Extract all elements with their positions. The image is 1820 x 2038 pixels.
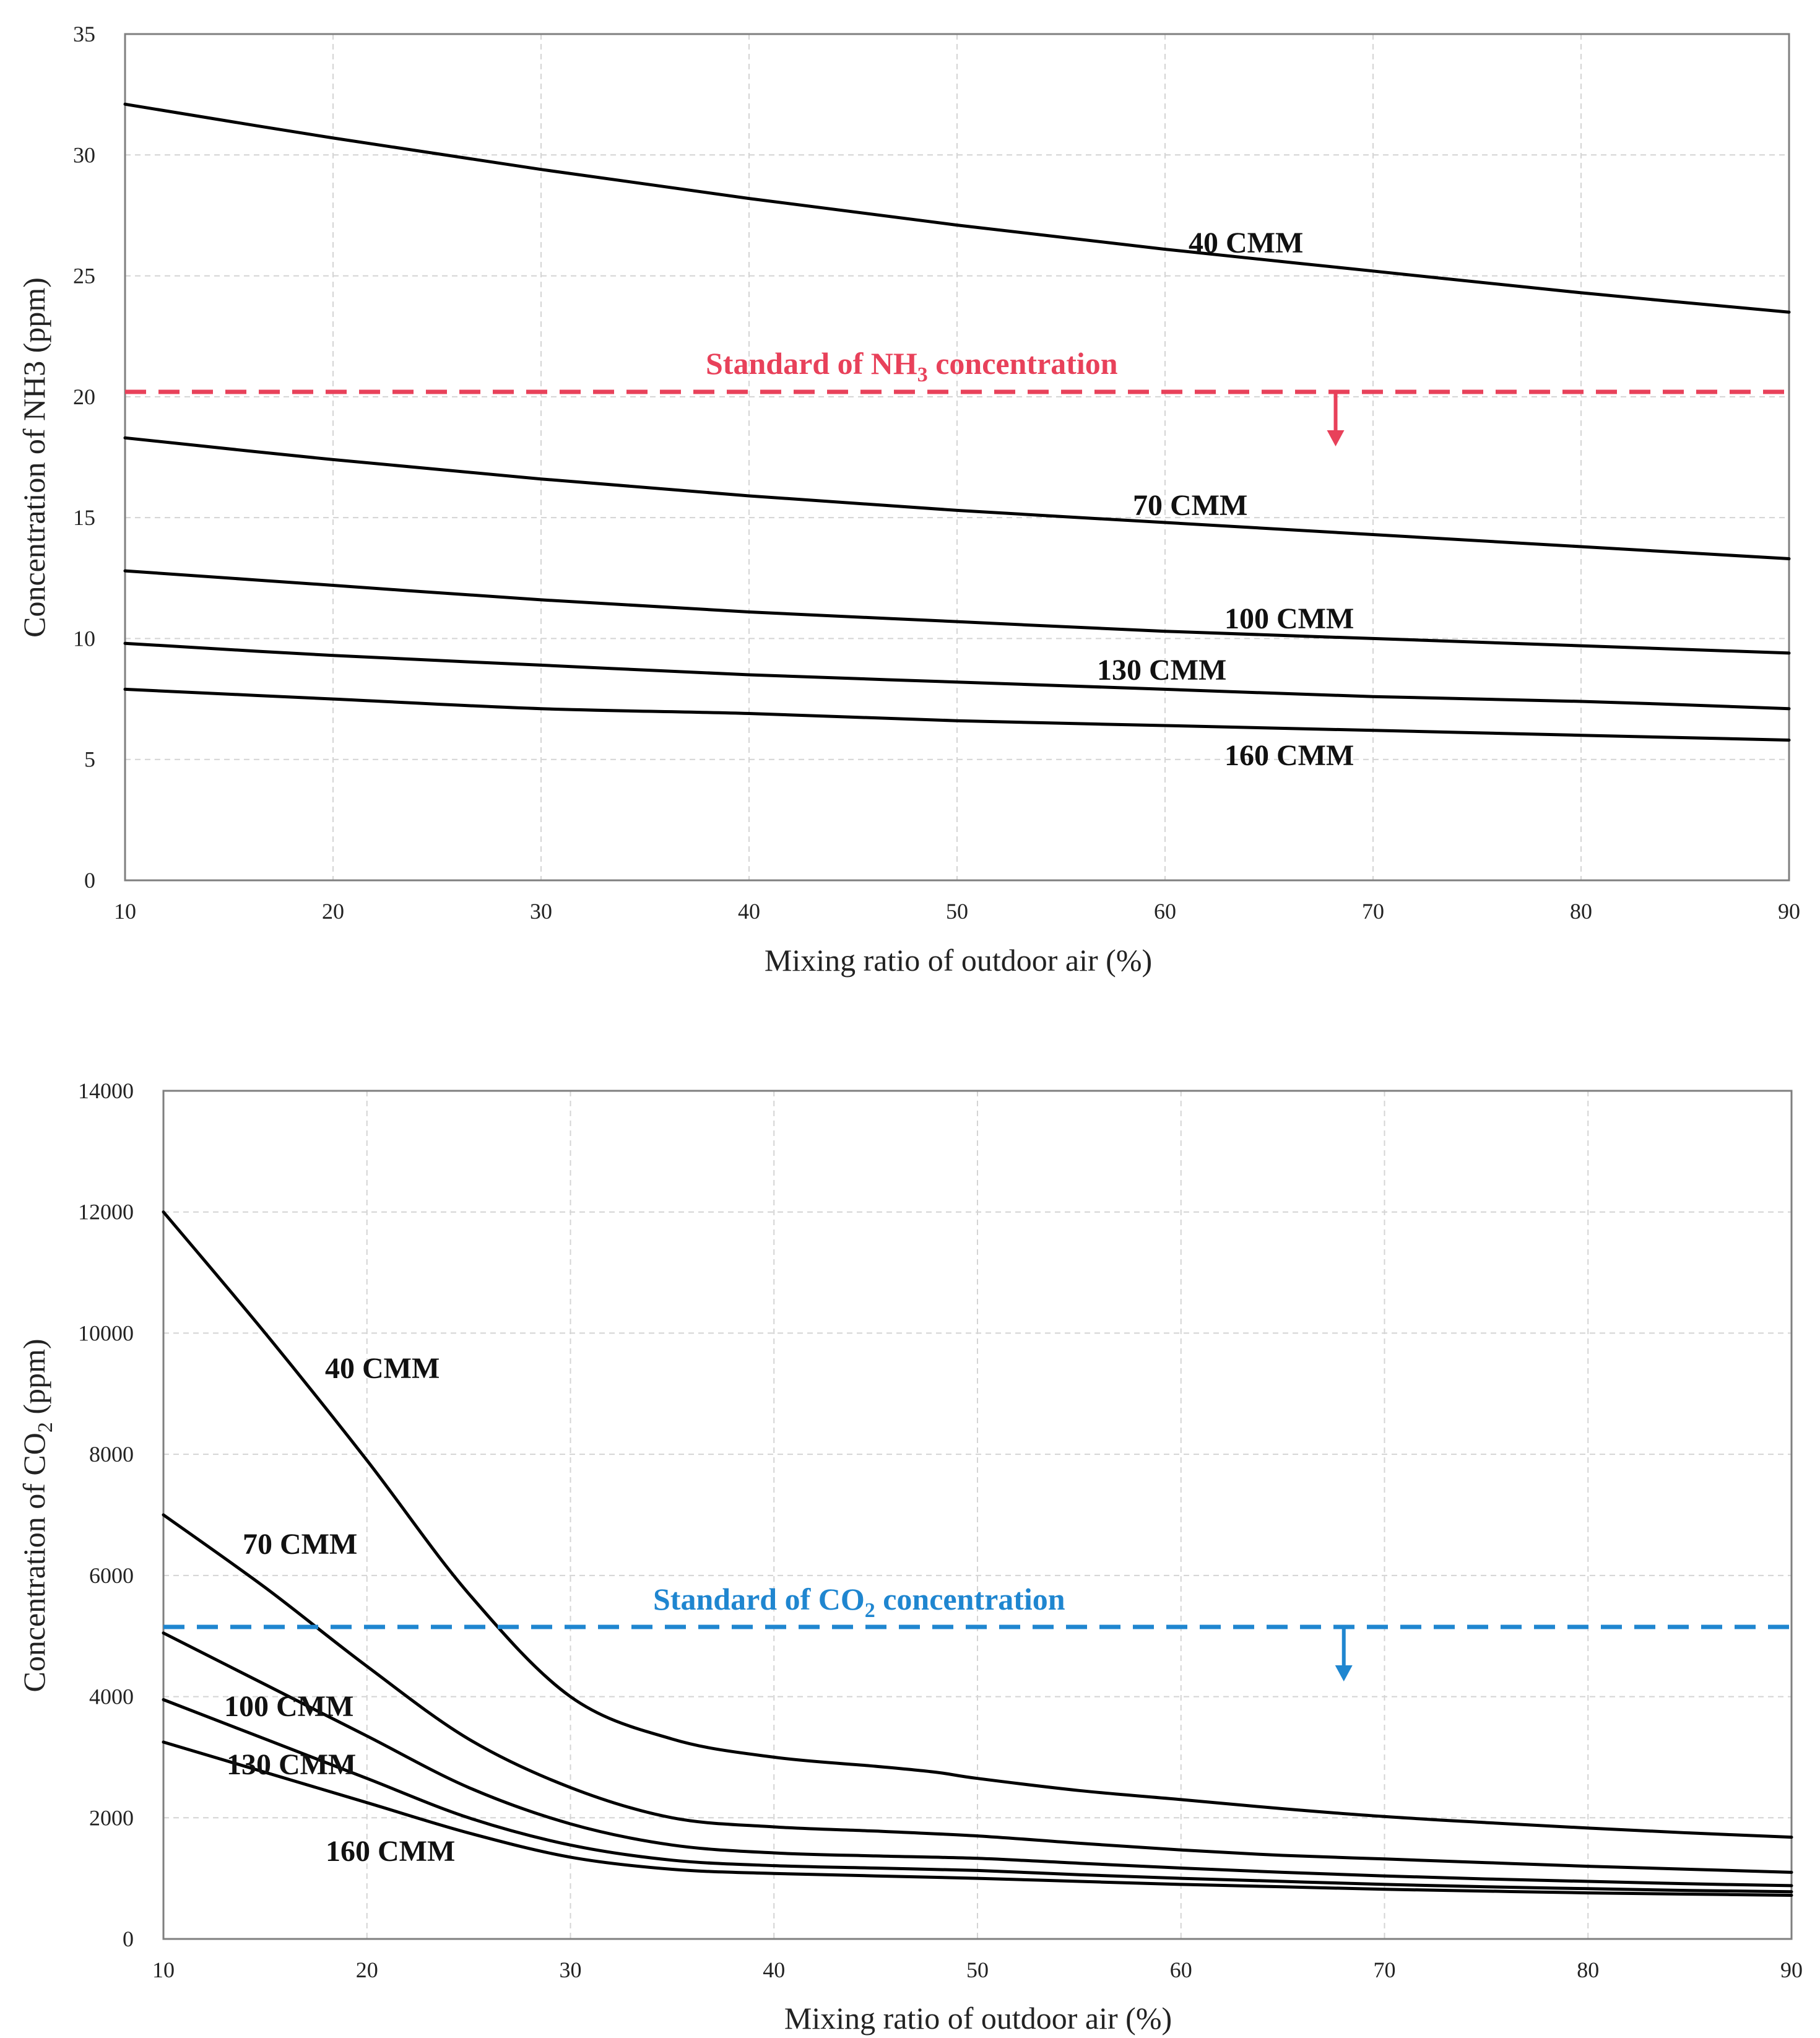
co2-x-tick-label: 90 bbox=[1780, 1958, 1803, 1982]
co2-series-lines bbox=[162, 1210, 1793, 1897]
co2-x-tick-label: 60 bbox=[1170, 1958, 1192, 1982]
co2-x-tick-labels: 10 20 30 40 50 60 70 80 90 bbox=[152, 1958, 1803, 1982]
nh3-gridlines bbox=[125, 34, 1789, 880]
co2-y-tick-label: 14000 bbox=[78, 1078, 134, 1103]
co2-x-tick-label: 80 bbox=[1577, 1958, 1599, 1982]
nh3-y-axis-label: Concentration of NH3 (ppm) bbox=[17, 277, 51, 638]
co2-series-label-160-cmm: 160 CMM bbox=[326, 1835, 455, 1868]
co2-y-tick-label: 6000 bbox=[89, 1563, 134, 1588]
nh3-series-lines bbox=[123, 102, 1791, 742]
co2-x-tick-label: 50 bbox=[966, 1958, 989, 1982]
nh3-x-tick-label: 10 bbox=[114, 899, 136, 924]
nh3-y-tick-label: 0 bbox=[84, 868, 95, 893]
nh3-series-label-100-cmm: 100 CMM bbox=[1224, 602, 1354, 635]
co2-series-line-130-cmm bbox=[162, 1698, 1793, 1894]
co2-x-tick-label: 40 bbox=[763, 1958, 785, 1982]
co2-y-tick-label: 12000 bbox=[78, 1200, 134, 1225]
nh3-x-tick-label: 60 bbox=[1154, 899, 1176, 924]
nh3-y-tick-label: 20 bbox=[73, 384, 95, 409]
nh3-series-label-130-cmm: 130 CMM bbox=[1097, 654, 1226, 687]
co2-x-tick-label: 10 bbox=[152, 1958, 175, 1982]
nh3-series-line-100-cmm bbox=[123, 569, 1791, 655]
co2-series-label-40-cmm: 40 CMM bbox=[325, 1352, 440, 1385]
co2-standard-label: Standard of CO2 concentration bbox=[653, 1582, 1065, 1622]
co2-y-tick-label: 0 bbox=[123, 1927, 134, 1951]
co2-x-tick-label: 30 bbox=[560, 1958, 582, 1982]
co2-series-label-130-cmm: 130 CMM bbox=[227, 1748, 356, 1781]
nh3-y-tick-label: 30 bbox=[73, 142, 95, 167]
co2-y-tick-label: 10000 bbox=[78, 1320, 134, 1345]
nh3-y-tick-label: 15 bbox=[73, 505, 95, 530]
nh3-plot-frame bbox=[124, 33, 1790, 882]
nh3-y-tick-labels: 0 5 10 15 20 25 30 35 bbox=[73, 22, 95, 893]
co2-series-line-40-cmm bbox=[162, 1210, 1793, 1839]
nh3-x-tick-label: 30 bbox=[530, 899, 552, 924]
co2-y-tick-label: 8000 bbox=[89, 1442, 134, 1467]
nh3-series-line-160-cmm bbox=[123, 687, 1791, 742]
co2-y-tick-label: 2000 bbox=[89, 1805, 134, 1830]
co2-y-tick-label: 4000 bbox=[89, 1685, 134, 1709]
nh3-standard-arrow-icon bbox=[1327, 392, 1345, 447]
nh3-y-tick-label: 10 bbox=[73, 626, 95, 651]
nh3-x-tick-label: 50 bbox=[946, 899, 968, 924]
nh3-series-label-70-cmm: 70 CMM bbox=[1133, 489, 1247, 522]
co2-series-line-100-cmm bbox=[162, 1631, 1793, 1888]
co2-series-line-70-cmm bbox=[162, 1513, 1793, 1874]
co2-series-label-100-cmm: 100 CMM bbox=[224, 1690, 353, 1723]
nh3-y-tick-label: 35 bbox=[73, 22, 95, 46]
nh3-arrow-head bbox=[1327, 430, 1345, 447]
nh3-x-tick-label: 70 bbox=[1362, 899, 1384, 924]
nh3-x-tick-label: 90 bbox=[1778, 899, 1800, 924]
co2-gridlines bbox=[163, 1091, 1792, 1939]
co2-x-tick-label: 70 bbox=[1374, 1958, 1396, 1982]
nh3-x-axis-label: Mixing ratio of outdoor air (%) bbox=[765, 943, 1152, 978]
nh3-x-tick-label: 40 bbox=[738, 899, 760, 924]
co2-standard-arrow-icon bbox=[1335, 1627, 1353, 1682]
nh3-x-tick-labels: 10 20 30 40 50 60 70 80 90 bbox=[114, 899, 1800, 924]
nh3-standard-label: Standard of NH3 concentration bbox=[706, 346, 1118, 386]
co2-series-label-70-cmm: 70 CMM bbox=[243, 1528, 357, 1561]
nh3-y-tick-label: 25 bbox=[73, 264, 95, 288]
co2-series-line-160-cmm bbox=[162, 1740, 1793, 1897]
co2-x-tick-label: 20 bbox=[356, 1958, 378, 1982]
nh3-series-label-40-cmm: 40 CMM bbox=[1189, 227, 1303, 259]
co2-y-axis-label: Concentration of CO2 (ppm) bbox=[17, 1338, 57, 1692]
co2-chart: 10 20 30 40 50 60 70 80 90 0 2000 4000 6000 8000 1000… bbox=[17, 1078, 1803, 2036]
co2-arrow-head bbox=[1335, 1665, 1353, 1682]
co2-x-axis-label: Mixing ratio of outdoor air (%) bbox=[784, 2001, 1172, 2036]
nh3-x-tick-label: 80 bbox=[1570, 899, 1592, 924]
nh3-x-tick-label: 20 bbox=[322, 899, 344, 924]
nh3-series-line-40-cmm bbox=[123, 102, 1791, 314]
co2-y-tick-labels: 0 2000 4000 6000 8000 10000 12000 14000 bbox=[78, 1078, 134, 1951]
nh3-series-line-130-cmm bbox=[123, 641, 1791, 711]
nh3-series-line-70-cmm bbox=[123, 436, 1791, 560]
nh3-y-tick-label: 5 bbox=[84, 747, 95, 772]
nh3-chart: 10 20 30 40 50 60 70 80 90 0 5 10 15 20 25 30 35 Standa… bbox=[17, 22, 1800, 978]
nh3-series-label-160-cmm: 160 CMM bbox=[1224, 739, 1354, 772]
